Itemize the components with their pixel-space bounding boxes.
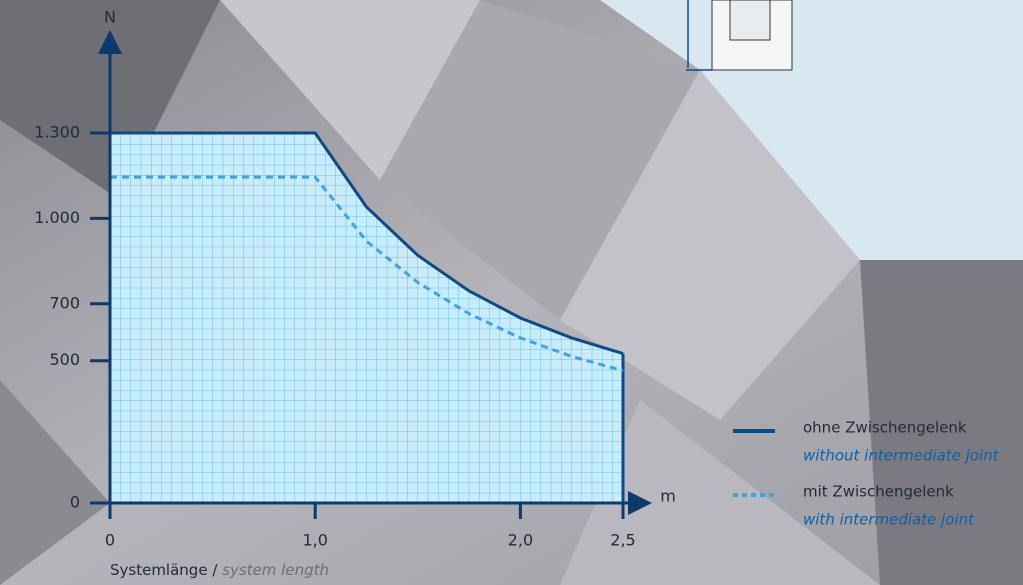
area-grid [110,133,623,503]
y-tick-label: 500 [49,350,80,369]
x-tick-label: 2,5 [610,531,635,550]
series-line [110,175,624,373]
x-title-de: Systemlänge [110,561,208,579]
y-tick-label: 0 [70,493,80,512]
legend-label-en: without intermediate joint [803,447,1000,465]
y-tick-label: 1.300 [34,123,80,142]
legend-label: mit Zwischengelenk [803,483,954,501]
y-axis-label: N [104,8,116,27]
legend-label: ohne Zwischengelenk [803,419,967,437]
y-tick-label: 700 [49,293,80,312]
x-title-en: system length [222,561,329,579]
x-title: Systemlänge / system length [110,561,329,579]
x-axis-label: m [660,487,676,506]
device-illustration [686,0,793,71]
x-tick-label: 2,0 [508,531,533,550]
x-title-sep: / [212,561,218,579]
series-line [110,131,624,356]
y-tick-label: 1.000 [34,208,80,227]
x-tick-label: 1,0 [302,531,327,550]
x-tick-label: 0 [105,531,115,550]
legend-label-en: with intermediate joint [803,511,975,529]
